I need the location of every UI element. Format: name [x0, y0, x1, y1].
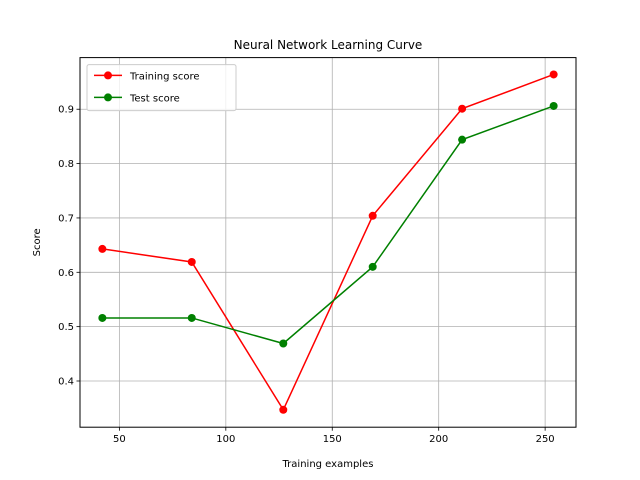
x-tick-label: 250	[536, 434, 555, 445]
plot-frame	[79, 57, 577, 428]
legend-training-score-label: Training score	[129, 71, 200, 82]
test-score-point	[187, 313, 196, 322]
y-tick-label: 0.7	[58, 213, 74, 224]
y-tick-label: 0.8	[58, 159, 74, 170]
training-score-point	[279, 405, 288, 414]
training-score-point	[98, 244, 107, 253]
grid	[80, 57, 576, 428]
training-score-point	[187, 257, 196, 266]
y-tick-label: 0.5	[58, 322, 74, 333]
legend-training-score-marker	[104, 71, 112, 80]
test-score-line	[102, 105, 554, 345]
x-axis-label: Training examples	[282, 459, 374, 470]
training-score-point	[549, 70, 558, 79]
legend-box	[86, 64, 237, 112]
x-tick-label: 200	[429, 434, 448, 445]
legend: Training score Test score	[86, 64, 237, 112]
y-tick-label: 0.9	[58, 105, 74, 116]
y-axis-label: Score	[32, 228, 43, 256]
test-score-point	[98, 313, 107, 322]
training-score-point	[458, 104, 467, 113]
legend-test-score-marker	[104, 93, 112, 102]
test-score-point	[368, 262, 377, 271]
test-score-point	[549, 101, 558, 110]
ticks: 50 100 150 200 250 0.4 0.5 0.6 0.7 0.8 0.9	[58, 105, 555, 445]
x-tick-label: 50	[113, 434, 126, 445]
x-tick-label: 100	[216, 434, 235, 445]
x-tick-label: 150	[323, 434, 342, 445]
y-tick-label: 0.6	[58, 268, 74, 279]
training-score-point	[368, 211, 377, 220]
training-score-line	[102, 73, 554, 412]
y-tick-label: 0.4	[58, 377, 74, 388]
test-score-point	[458, 135, 467, 144]
chart-title: Neural Network Learning Curve	[234, 38, 423, 52]
series-layer	[98, 70, 558, 414]
legend-test-score-label: Test score	[129, 93, 180, 104]
test-score-point	[279, 339, 288, 348]
